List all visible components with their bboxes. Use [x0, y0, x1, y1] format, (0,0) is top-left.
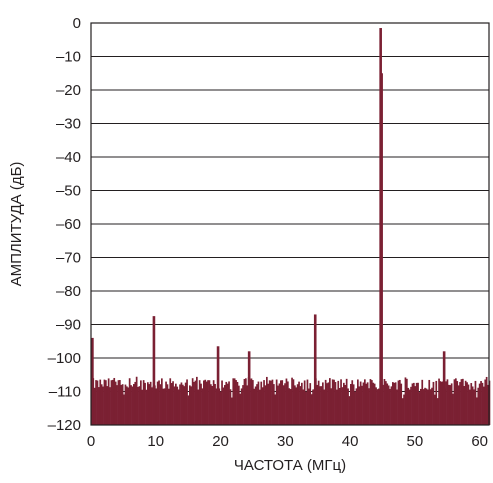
y-tick-labels: 0 –10 –20 –30 –40 –50 –60 –70 –80 –90 –100 –110 –120: [48, 15, 81, 434]
y-tick-label: –110: [49, 384, 81, 401]
y-tick-label: –60: [56, 216, 81, 233]
x-axis-label: ЧАСТОТА (МГц): [234, 457, 346, 474]
spectrum-bars: [91, 28, 490, 425]
x-tick-label: 0: [87, 433, 95, 450]
x-tick-label: 30: [277, 433, 294, 450]
y-tick-label: –100: [48, 350, 81, 367]
spur-bar: [380, 73, 383, 425]
y-tick-label: –90: [56, 317, 81, 334]
x-tick-label: 20: [212, 433, 229, 450]
x-tick-label: 40: [342, 433, 359, 450]
x-tick-label: 60: [471, 433, 488, 450]
y-axis-label: АМПЛИТУДА (дБ): [8, 162, 25, 287]
grid-lines: [91, 57, 489, 392]
spur-bar: [443, 351, 446, 425]
y-tick-label: –80: [56, 283, 81, 300]
x-tick-label: 10: [147, 433, 164, 450]
y-tick-label: –50: [56, 183, 81, 200]
spur-bar: [217, 346, 220, 425]
x-tick-labels: 0 10 20 30 40 50 60: [87, 433, 488, 450]
y-tick-label: –40: [56, 149, 81, 166]
y-tick-label: –70: [56, 250, 81, 267]
y-tick-label: –30: [56, 116, 81, 133]
spur-bar: [153, 316, 156, 425]
y-tick-label: –20: [56, 82, 81, 99]
spur-bar: [248, 351, 251, 425]
x-tick-label: 50: [407, 433, 424, 450]
spur-bar: [314, 314, 317, 425]
y-tick-label: –10: [56, 49, 81, 66]
y-tick-label: –120: [48, 417, 81, 434]
y-tick-label: 0: [73, 15, 81, 32]
